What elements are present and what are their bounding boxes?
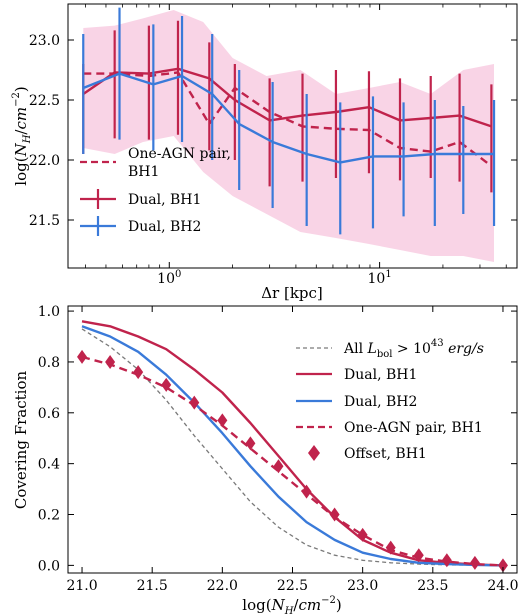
top-y-axis-label: log(NH/cm−2) — [11, 86, 33, 185]
bot-ytick-label-0.4: 0.4 — [38, 457, 60, 473]
bot-xtick-label-21.5: 21.5 — [137, 578, 168, 594]
top-chart-series — [82, 7, 496, 235]
marker-offset-bh1-15 — [497, 558, 508, 573]
bot-xtick-label-23.5: 23.5 — [417, 578, 448, 594]
legend-swatch-offset-diamond — [308, 445, 320, 461]
legend-label-offset: Offset, BH1 — [344, 446, 427, 462]
marker-offset-bh1-5 — [217, 413, 228, 428]
top-ytick-label-21.5: 21.5 — [29, 213, 60, 229]
bottom-chart-series — [77, 320, 508, 573]
top-ytick-label-23.0: 23.0 — [29, 33, 60, 49]
bottom-chart-panel: 0.0 0.2 0.4 0.6 0.8 1.0 21.0 21.5 22.0 2… — [12, 304, 519, 614]
bot-ytick-label-0.0: 0.0 — [38, 558, 60, 574]
marker-offset-bh1-7 — [273, 459, 284, 474]
top-axis-ticks — [68, 4, 517, 268]
legend-label-all-lbol: All Lbol > 1043 erg/s — [343, 338, 484, 360]
bot-xtick-label-22.5: 22.5 — [277, 578, 308, 594]
legend-label-dual-bh1: Dual, BH1 — [128, 192, 201, 208]
marker-offset-bh1-9 — [329, 507, 340, 522]
top-xtick-label-10^1: 101 — [368, 269, 392, 287]
marker-offset-bh1-6 — [245, 436, 256, 451]
shaded-range-band — [83, 10, 495, 262]
series-line-all-l-bol-10-43-erg-s — [81, 328, 504, 567]
legend-label-one-agn-bottom: One-AGN pair, BH1 — [344, 420, 483, 436]
top-chart-panel: 21.5 22.0 22.5 23.0 100 101 Δr [kpc] log… — [11, 3, 518, 302]
series-line-dual-bh1 — [81, 320, 504, 567]
bot-xtick-label-24.0: 24.0 — [487, 578, 518, 594]
top-plot-frame — [67, 3, 518, 269]
legend-label-dual-bh2-bottom: Dual, BH2 — [344, 394, 417, 410]
bot-xtick-label-23.0: 23.0 — [347, 578, 378, 594]
series-line-dual-bh2 — [81, 325, 504, 567]
top-ytick-label-22.0: 22.0 — [29, 153, 60, 169]
bot-ytick-label-1.0: 1.0 — [38, 304, 60, 320]
top-shaded-band — [83, 10, 495, 262]
marker-offset-bh1-13 — [441, 553, 452, 568]
marker-offset-bh1-10 — [357, 527, 368, 542]
marker-offset-bh1-1 — [105, 354, 116, 369]
marker-offset-bh1-0 — [77, 349, 88, 364]
marker-offset-bh1-2 — [133, 365, 144, 380]
marker-offset-bh1-3 — [161, 377, 172, 392]
marker-offset-bh1-8 — [301, 484, 312, 499]
top-ytick-label-22.5: 22.5 — [29, 93, 60, 109]
bot-ytick-label-0.2: 0.2 — [38, 508, 60, 524]
marker-offset-bh1-11 — [385, 540, 396, 555]
marker-offset-bh1-14 — [469, 555, 480, 570]
bot-xtick-label-22.0: 22.0 — [207, 578, 238, 594]
series-line-one-agn-pair-bh1 — [81, 355, 504, 567]
top-xtick-label-10^0: 100 — [157, 269, 181, 287]
bot-xtick-label-21.0: 21.0 — [66, 578, 97, 594]
legend-label-dual-bh2: Dual, BH2 — [128, 219, 201, 235]
legend-label-one-agn-line2: BH1 — [128, 164, 159, 180]
legend-label-dual-bh1-bottom: Dual, BH1 — [344, 367, 417, 383]
legend-label-one-agn-line1: One-AGN pair, — [128, 146, 231, 162]
top-legend: One-AGN pair, BH1 Dual, BH1 Dual, BH2 — [80, 146, 231, 236]
bot-ytick-label-0.8: 0.8 — [38, 355, 60, 371]
bottom-x-axis-label: log(NH/cm−2) — [242, 595, 341, 614]
bottom-y-axis-label: Covering Fraction — [12, 371, 30, 510]
bottom-axis-ticks — [68, 306, 517, 573]
bottom-legend: All Lbol > 1043 erg/s Dual, BH1 Dual, BH… — [296, 338, 484, 462]
series-line-dual-bh2 — [82, 72, 494, 164]
marker-offset-bh1-12 — [413, 548, 424, 563]
marker-offset-bh1-4 — [189, 395, 200, 410]
bot-ytick-label-0.6: 0.6 — [38, 406, 60, 422]
top-x-axis-label: Δr [kpc] — [261, 284, 323, 302]
